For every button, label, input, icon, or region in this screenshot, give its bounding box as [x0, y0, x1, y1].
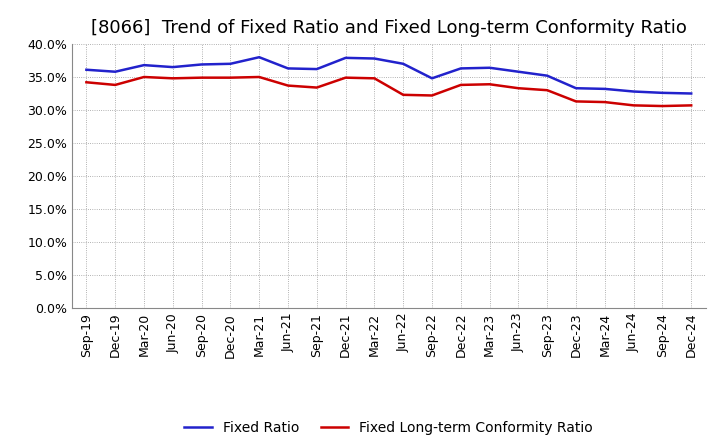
- Fixed Ratio: [572, 85, 580, 91]
- Fixed Long-term Conformity Ratio: [197, 75, 206, 80]
- Fixed Long-term Conformity Ratio: [514, 85, 523, 91]
- Fixed Ratio: [514, 69, 523, 74]
- Fixed Ratio: [485, 65, 494, 70]
- Fixed Long-term Conformity Ratio: [600, 99, 609, 105]
- Fixed Long-term Conformity Ratio: [399, 92, 408, 97]
- Fixed Long-term Conformity Ratio: [312, 85, 321, 90]
- Fixed Ratio: [111, 69, 120, 74]
- Fixed Long-term Conformity Ratio: [543, 88, 552, 93]
- Fixed Long-term Conformity Ratio: [82, 80, 91, 85]
- Fixed Long-term Conformity Ratio: [572, 99, 580, 104]
- Fixed Ratio: [600, 86, 609, 92]
- Fixed Long-term Conformity Ratio: [140, 74, 148, 80]
- Fixed Long-term Conformity Ratio: [111, 82, 120, 88]
- Fixed Ratio: [370, 56, 379, 61]
- Fixed Long-term Conformity Ratio: [255, 74, 264, 80]
- Fixed Ratio: [168, 64, 177, 70]
- Fixed Ratio: [687, 91, 696, 96]
- Fixed Ratio: [341, 55, 350, 60]
- Fixed Long-term Conformity Ratio: [284, 83, 292, 88]
- Fixed Ratio: [140, 62, 148, 68]
- Fixed Ratio: [197, 62, 206, 67]
- Fixed Ratio: [284, 66, 292, 71]
- Fixed Ratio: [456, 66, 465, 71]
- Fixed Long-term Conformity Ratio: [370, 76, 379, 81]
- Fixed Ratio: [226, 61, 235, 66]
- Fixed Long-term Conformity Ratio: [687, 103, 696, 108]
- Line: Fixed Long-term Conformity Ratio: Fixed Long-term Conformity Ratio: [86, 77, 691, 106]
- Fixed Long-term Conformity Ratio: [485, 82, 494, 87]
- Fixed Ratio: [629, 89, 638, 94]
- Fixed Long-term Conformity Ratio: [456, 82, 465, 88]
- Fixed Ratio: [255, 55, 264, 60]
- Fixed Long-term Conformity Ratio: [428, 93, 436, 98]
- Legend: Fixed Ratio, Fixed Long-term Conformity Ratio: Fixed Ratio, Fixed Long-term Conformity …: [179, 415, 599, 440]
- Fixed Ratio: [543, 73, 552, 78]
- Title: [8066]  Trend of Fixed Ratio and Fixed Long-term Conformity Ratio: [8066] Trend of Fixed Ratio and Fixed Lo…: [91, 19, 687, 37]
- Fixed Ratio: [428, 76, 436, 81]
- Fixed Long-term Conformity Ratio: [226, 75, 235, 80]
- Fixed Long-term Conformity Ratio: [341, 75, 350, 80]
- Fixed Ratio: [82, 67, 91, 72]
- Fixed Ratio: [312, 66, 321, 72]
- Fixed Long-term Conformity Ratio: [658, 103, 667, 109]
- Fixed Long-term Conformity Ratio: [168, 76, 177, 81]
- Line: Fixed Ratio: Fixed Ratio: [86, 57, 691, 93]
- Fixed Ratio: [658, 90, 667, 95]
- Fixed Long-term Conformity Ratio: [629, 103, 638, 108]
- Fixed Ratio: [399, 61, 408, 66]
